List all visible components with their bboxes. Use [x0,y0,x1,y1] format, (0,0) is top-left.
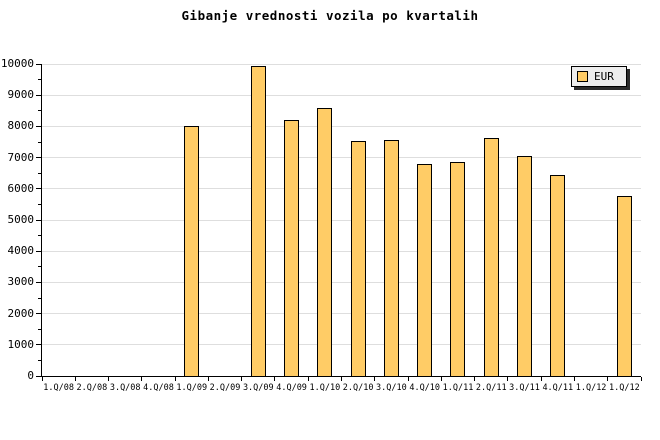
x-tick-label: 2.Q/09 [209,383,241,393]
x-tick [108,377,110,381]
y-tick [36,188,41,190]
x-tick [407,377,409,381]
x-tick-label: 1.Q/12 [575,383,607,393]
x-tick-label: 3.Q/10 [376,383,407,393]
x-tick-label: 4.Q/09 [276,383,307,393]
gridline [42,250,641,252]
y-tick [36,94,41,96]
y-tick-label: 9000 [7,88,35,102]
bar [184,126,200,376]
bar [616,195,632,376]
gridline [42,157,641,159]
x-tick-label: 4.Q/08 [143,383,174,393]
bar [350,141,366,376]
x-tick [573,377,575,381]
y-tick-label: 1000 [7,337,35,351]
chart-title: Gibanje vrednosti vozila po kvartalih [181,8,479,23]
x-tick-label: 3.Q/11 [509,383,540,393]
y-minor-tick [38,141,41,143]
x-tick-label: 1.Q/10 [309,383,341,393]
bar [284,120,300,376]
x-tick [274,377,276,381]
x-tick-label: 2.Q/08 [76,383,108,393]
x-tick [607,377,609,381]
gridline [42,125,641,127]
bar [517,155,533,376]
x-tick-label: 3.Q/08 [109,383,141,393]
x-tick-label: 2.Q/10 [342,383,374,393]
x-tick-label: 4.Q/10 [409,383,441,393]
y-tick-label: 8000 [7,119,35,133]
gridline [42,313,641,315]
y-tick-label: 10000 [0,57,34,70]
gridline [42,281,641,283]
y-tick [36,344,41,346]
y-minor-tick [38,266,41,268]
x-tick [141,377,143,381]
x-tick [307,377,309,381]
y-tick [36,250,41,252]
bar [550,174,566,376]
bar [383,139,399,376]
x-tick [207,377,209,381]
x-tick [341,377,342,381]
bar [317,107,333,376]
y-tick-label: 0 [27,369,34,382]
y-tick [36,125,41,127]
y-tick-label: 5000 [7,213,35,226]
bar [450,161,466,376]
y-tick [36,63,41,65]
x-tick-label: 4.Q/11 [542,383,574,393]
x-tick-label: 3.Q/09 [242,383,274,393]
y-tick-label: 7000 [7,150,35,164]
x-tick [507,377,509,381]
y-tick-label: 4000 [7,244,35,258]
y-minor-tick [38,297,41,299]
y-tick [36,313,41,315]
x-tick [540,377,542,381]
x-tick-label: 1.Q/08 [43,383,74,393]
gridline [42,188,641,190]
y-minor-tick [38,110,41,112]
x-tick [174,377,176,381]
y-tick-label: 2000 [7,306,35,320]
x-tick [241,377,243,381]
legend: EUR [571,66,627,87]
x-tick [474,377,476,381]
x-tick [374,377,376,381]
y-tick-label: 6000 [7,181,35,195]
gridline [42,94,641,96]
x-tick-label: 1.Q/12 [609,383,640,393]
y-tick-label: 3000 [7,275,35,289]
legend-label: EUR [594,70,614,83]
y-minor-tick [38,328,41,330]
x-tick [640,377,642,381]
x-tick [74,377,76,381]
x-tick [440,377,442,381]
y-tick [36,157,41,159]
x-tick-label: 2.Q/11 [475,383,507,393]
gridline [42,63,641,65]
y-minor-tick [38,172,41,174]
y-minor-tick [38,359,41,361]
y-tick [36,375,41,377]
gridline [42,219,641,221]
x-tick-label: 1.Q/11 [442,383,474,393]
y-minor-tick [38,79,41,81]
y-minor-tick [38,235,41,237]
bar [417,163,433,376]
bar [483,137,499,376]
legend-swatch-icon [577,71,588,82]
x-tick-label: 1.Q/09 [176,383,208,393]
plot-area: 1.Q/08 2.Q/08 3.Q/08 4.Q/08 1.Q/09 2.Q/09 3.Q/… [36,63,642,393]
y-tick [36,281,41,283]
bar [250,65,266,376]
gridline [42,344,641,346]
x-tick [41,377,43,381]
y-minor-tick [38,203,41,205]
y-tick [36,219,41,221]
